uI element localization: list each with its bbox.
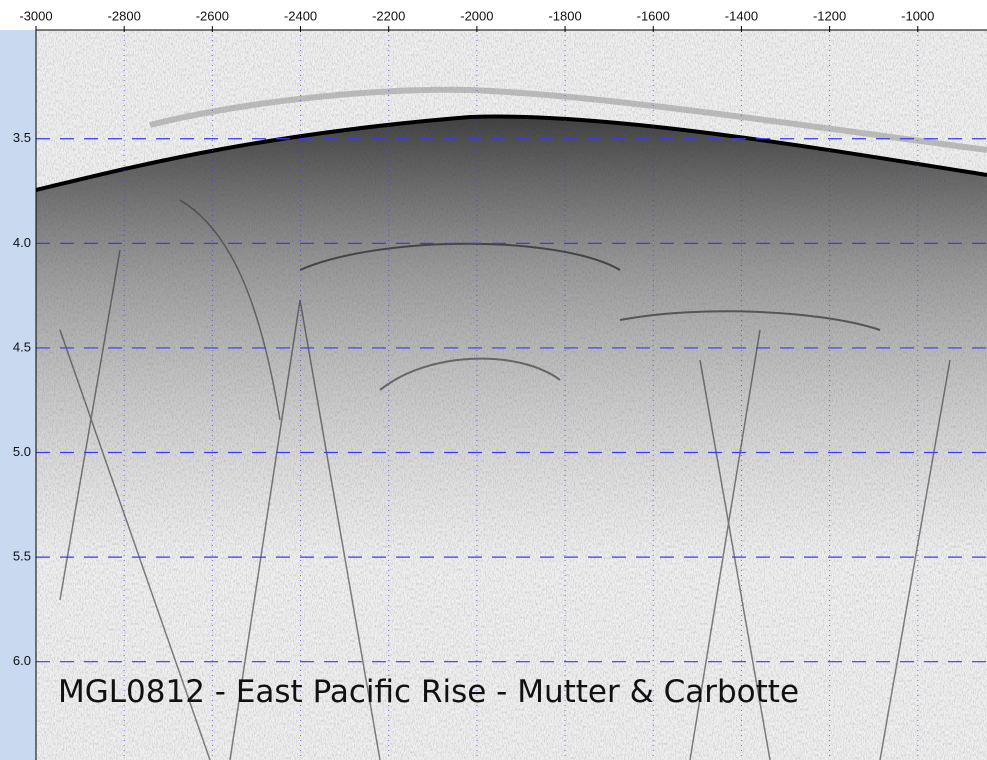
y-tick-label: 4.5 bbox=[13, 339, 31, 354]
x-tick-label: -2600 bbox=[196, 8, 229, 23]
x-tick-label: -2800 bbox=[108, 8, 141, 23]
x-tick-label: -1200 bbox=[813, 8, 846, 23]
seismic-image bbox=[36, 30, 987, 760]
x-tick-label: -1400 bbox=[725, 8, 758, 23]
y-tick-label: 5.0 bbox=[13, 444, 31, 459]
y-tick-label: 4.0 bbox=[13, 235, 31, 250]
y-tick-label: 5.5 bbox=[13, 549, 31, 564]
chart: -3000 -2800 -2600 -2400 -2200 -2000 -1800 -1600… bbox=[0, 0, 987, 760]
y-tick-label: 6.0 bbox=[13, 653, 31, 668]
x-tick-label: -2200 bbox=[372, 8, 405, 23]
y-tick-label: 3.5 bbox=[13, 130, 31, 145]
x-tick-label: -2400 bbox=[284, 8, 317, 23]
x-tick-label: -1000 bbox=[901, 8, 934, 23]
x-tick-label: -1600 bbox=[637, 8, 670, 23]
x-tick-label: -3000 bbox=[19, 8, 52, 23]
caption: MGL0812 - East Pacific Rise - Mutter & C… bbox=[58, 674, 799, 710]
x-tick-label: -2000 bbox=[460, 8, 493, 23]
x-tick-label: -1800 bbox=[548, 8, 581, 23]
